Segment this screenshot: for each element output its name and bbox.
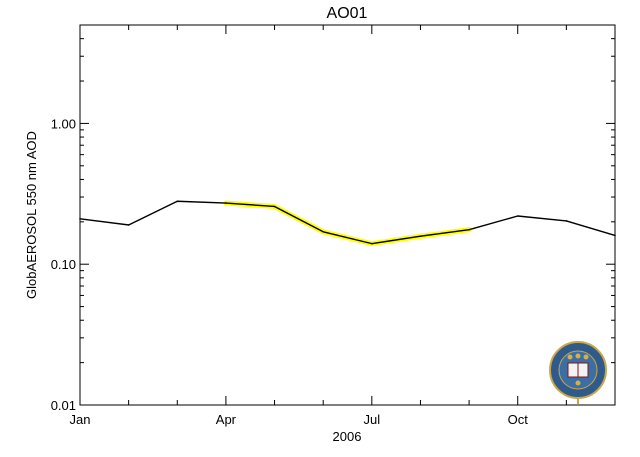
oxford-logo (549, 341, 607, 404)
x-tick-label: Apr (216, 412, 237, 427)
y-tick-label: 0.10 (51, 257, 76, 272)
data-point-may (273, 205, 276, 208)
x-tick-label: Jan (70, 412, 91, 427)
data-point-dec (614, 234, 616, 237)
data-point-feb (127, 224, 130, 226)
data-point-nov (565, 220, 568, 222)
data-point-jun (322, 230, 324, 233)
data-point-oct (516, 215, 519, 217)
x-axis-ticks: Jan Apr Jul Oct (70, 25, 616, 427)
data-point-mar (176, 200, 179, 203)
x-tick-label: Oct (508, 412, 529, 427)
y-axis-ticks: 0.01 0.10 1.00 (51, 24, 615, 413)
y-tick-label: 1.00 (51, 116, 76, 131)
y-axis-label: GlobAEROSOL 550 nm AOD (24, 131, 39, 299)
data-point-aug (419, 235, 422, 238)
y-tick-label: 0.01 (51, 398, 76, 413)
data-point-jan (79, 218, 81, 220)
chart-title: AO01 (327, 5, 368, 22)
data-point-apr (225, 202, 227, 204)
x-axis-label: 2006 (333, 429, 362, 444)
data-point-jul (371, 242, 373, 245)
data-point-sep (468, 228, 470, 231)
x-tick-label: Jul (364, 412, 381, 427)
plot-frame (79, 24, 616, 406)
series-line-0 (79, 200, 616, 245)
series-layer (79, 200, 616, 247)
